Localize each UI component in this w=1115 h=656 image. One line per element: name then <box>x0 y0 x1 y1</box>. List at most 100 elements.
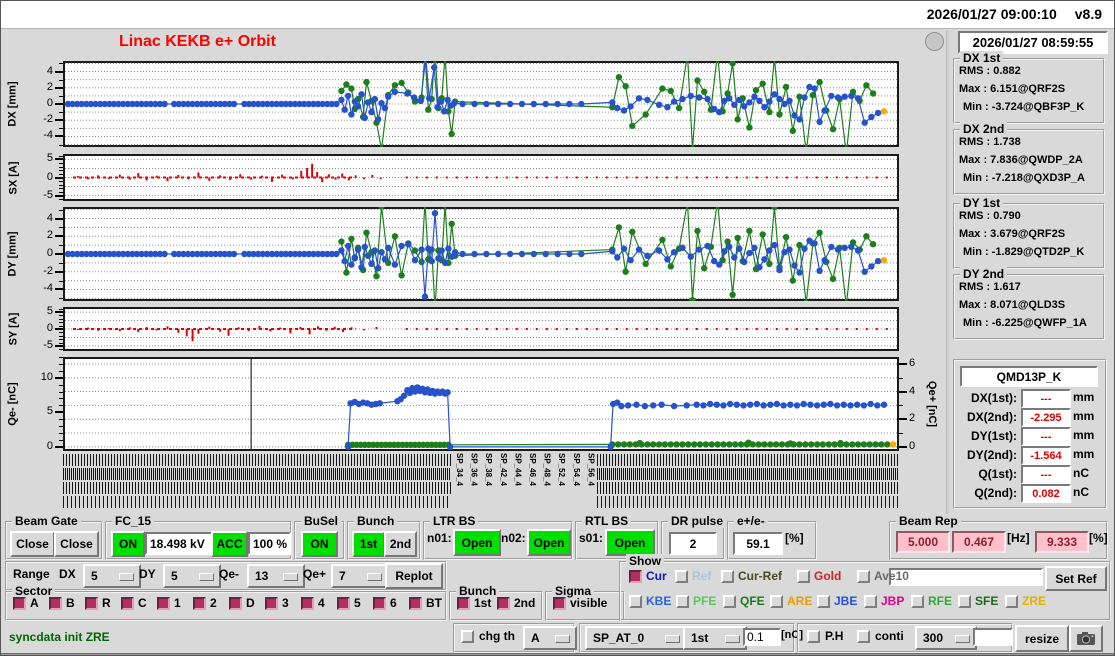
qe-ytick-minor <box>59 433 63 435</box>
sector-label-r: R <box>102 596 111 610</box>
fc15-voltage-field[interactable]: 18.498 kV <box>145 532 214 555</box>
sector-checkbox-2[interactable] <box>193 597 206 610</box>
show-checkbox-zre[interactable] <box>1005 595 1018 608</box>
show-checkbox-jbp[interactable] <box>864 595 877 608</box>
sector-checkbox-a[interactable] <box>13 597 26 610</box>
show-checkbox-curref[interactable] <box>721 570 734 583</box>
beam-rep-v3: 9.333 <box>1035 531 1089 553</box>
ph-checkbox[interactable] <box>807 630 820 643</box>
beam-gate-close1-button[interactable]: Close <box>10 531 55 557</box>
th-mode-select[interactable]: A <box>523 626 577 650</box>
show-checkbox-sfe[interactable] <box>958 595 971 608</box>
show-checkbox-kbe[interactable] <box>629 595 642 608</box>
ltr-n01-open-button[interactable]: Open <box>453 529 501 556</box>
sector-checkbox-c[interactable] <box>121 597 134 610</box>
bunch-select-checkbox-2nd[interactable] <box>497 597 510 610</box>
qe-ytick-minor <box>59 370 63 372</box>
qe-ytick-minor <box>59 405 63 407</box>
show-checkbox-rfe[interactable] <box>911 595 924 608</box>
beam-gate-group: Beam Gate Close Close <box>5 514 103 560</box>
qmd-row-label: DY(1st): <box>970 429 1017 443</box>
sy-ytick-minor <box>59 312 63 314</box>
sector-checkbox-1[interactable] <box>157 597 170 610</box>
show-checkbox-jbe[interactable] <box>817 595 830 608</box>
fc15-on-button[interactable]: ON <box>111 531 145 557</box>
set-ref-button[interactable]: Set Ref <box>1045 566 1107 591</box>
range-dx-label: DX <box>59 567 76 581</box>
sector-checkbox-d[interactable] <box>229 597 242 610</box>
sector-label-a: A <box>30 596 39 610</box>
qmd-row-value: --- <box>1021 389 1071 408</box>
stat-group-title: DY 2nd <box>960 267 1008 281</box>
ltr-n02-open-button[interactable]: Open <box>527 529 571 556</box>
range-dx-select[interactable]: 5 <box>83 564 141 588</box>
rtl-s01-open-button[interactable]: Open <box>605 529 655 556</box>
show-checkbox-ref[interactable] <box>675 570 688 583</box>
sigma-label-visible: visible <box>570 596 608 610</box>
sy-ytick-label: 0 <box>46 322 53 334</box>
bunch-select-title: Bunch <box>456 584 500 598</box>
magnet-name-field[interactable]: QMD13P_K <box>960 366 1098 387</box>
sx-plot[interactable] <box>63 154 899 201</box>
sector-checkbox-bt[interactable] <box>409 597 422 610</box>
qmd-row-unit: mm <box>1073 428 1095 442</box>
qmd-row-value: --- <box>1021 465 1071 484</box>
show-checkbox-are[interactable] <box>770 595 783 608</box>
sx-ytick-minor <box>59 195 63 197</box>
qmd-row-label: DX(1st): <box>970 391 1017 405</box>
qe-ytick-minor <box>59 412 63 414</box>
sector-checkbox-4[interactable] <box>301 597 314 610</box>
sector-checkbox-6[interactable] <box>373 597 386 610</box>
bunch-select-label-2nd: 2nd <box>514 596 536 610</box>
conti-checkbox[interactable] <box>857 630 870 643</box>
sx-ytick-minor <box>59 199 63 201</box>
sigma-checkbox-visible[interactable] <box>553 597 566 610</box>
range-dy-select[interactable]: 5 <box>163 564 221 588</box>
busel-on-button[interactable]: ON <box>301 531 338 557</box>
dr-pulse-title: DR pulse <box>668 514 727 528</box>
show-checkbox-gold[interactable] <box>797 570 810 583</box>
sector-checkbox-b[interactable] <box>49 597 62 610</box>
ratio-field[interactable]: 59.1 <box>733 532 783 555</box>
bunch-2nd-button[interactable]: 2nd <box>384 531 417 557</box>
bunch-select-checkbox-1st[interactable] <box>457 597 470 610</box>
range-qem-select[interactable]: 13 <box>247 564 305 588</box>
replot-button[interactable]: Replot <box>385 563 443 589</box>
show-checkbox-ave10[interactable] <box>857 570 870 583</box>
chg-th-checkbox[interactable] <box>461 630 474 643</box>
qe-plot[interactable] <box>63 357 899 451</box>
qe-ytick-minor <box>59 446 63 448</box>
count-input[interactable] <box>973 628 1013 646</box>
sector-label-d: D <box>246 596 255 610</box>
dr-pulse-field[interactable]: 2 <box>669 532 717 555</box>
fc15-duty-field[interactable]: 100 % <box>248 532 291 555</box>
show-checkbox-cur[interactable] <box>629 570 642 583</box>
threshold-group: SP_AT_0 1st [nC] <box>579 623 803 653</box>
resize-button[interactable]: resize <box>1015 625 1069 652</box>
screenshot-button[interactable] <box>1069 625 1103 652</box>
threshold-input[interactable] <box>743 628 781 646</box>
dy-plot[interactable] <box>63 197 899 313</box>
beam-rep-v2: 0.467 <box>952 531 1006 553</box>
sector-checkbox-5[interactable] <box>337 597 350 610</box>
sector-checkbox-r[interactable] <box>85 597 98 610</box>
sp-select[interactable]: SP_AT_0 <box>585 626 687 650</box>
dx-ytick-minor <box>59 120 63 122</box>
option-menu-bar-icon <box>367 573 382 581</box>
ref-name-input[interactable] <box>889 568 1043 586</box>
bunch-1st-button[interactable]: 1st <box>352 531 385 557</box>
range-qep-select[interactable]: 7 <box>331 564 389 588</box>
dx-plot[interactable] <box>63 47 899 157</box>
beam-gate-close2-button[interactable]: Close <box>54 531 99 557</box>
sy-plot[interactable] <box>63 307 899 351</box>
dx-ytick-minor <box>59 104 63 105</box>
th-bunch-select[interactable]: 1st <box>683 626 747 650</box>
sector-checkbox-3[interactable] <box>265 597 278 610</box>
chg-th-label: chg th <box>479 629 515 643</box>
fc15-acc-button[interactable]: ACC <box>211 531 248 557</box>
stat-group-dx-2nd: DX 2nd RMS : 1.738 Max : 7.836@QWDP_2A Min … <box>953 122 1105 195</box>
show-checkbox-pfe[interactable] <box>676 595 689 608</box>
show-checkbox-qfe[interactable] <box>723 595 736 608</box>
count-select[interactable]: 300 <box>915 626 977 650</box>
status-lamp-icon <box>925 32 944 51</box>
